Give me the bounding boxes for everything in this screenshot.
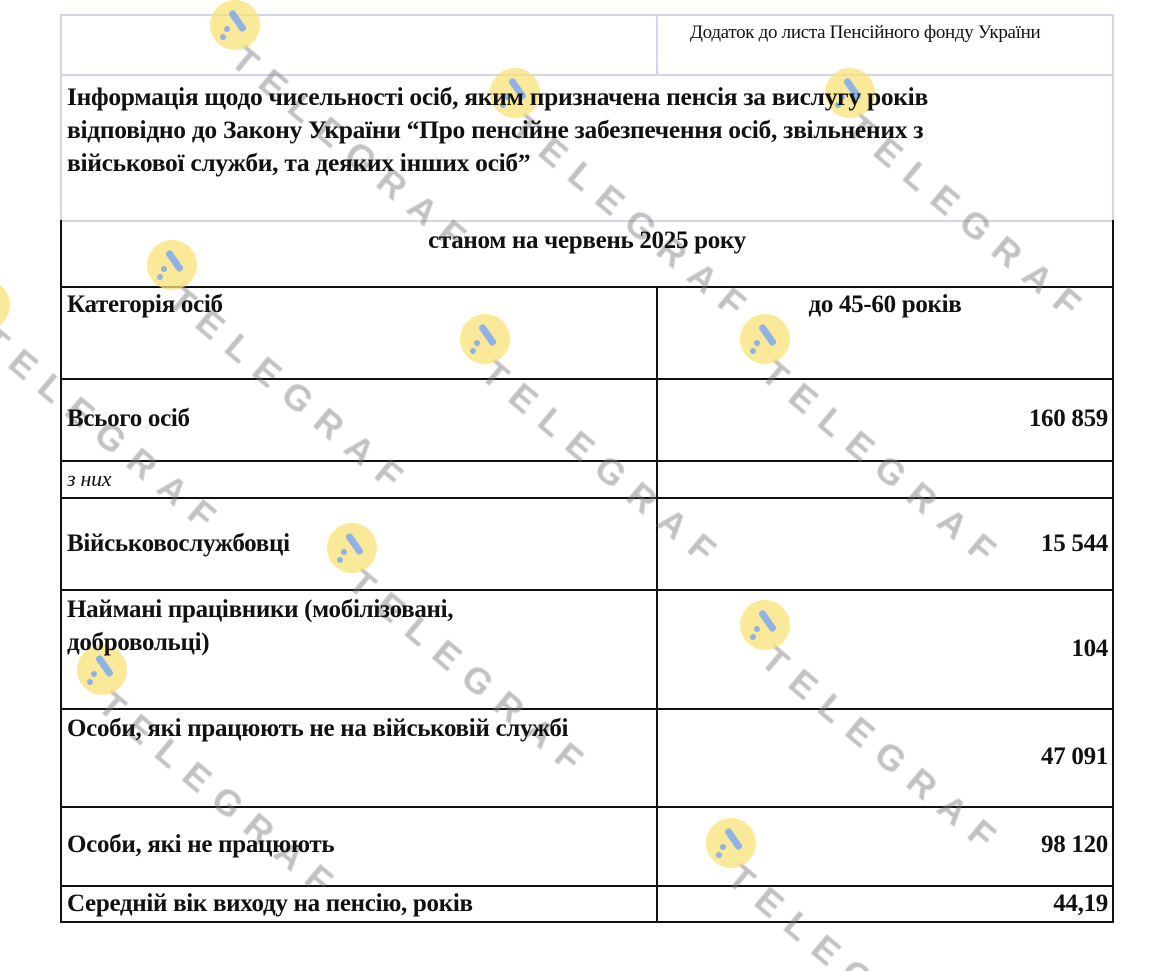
row-label-military: Військовослужбовці xyxy=(67,530,290,557)
column-header-age: до 45-60 років xyxy=(808,291,962,318)
row-value-hired: 104 xyxy=(1071,635,1108,662)
row-label-not-working: Особи, які не працюють xyxy=(67,831,335,858)
row-label-working-civil: Особи, які працюють не на військовій слу… xyxy=(67,715,569,742)
row-label-hired-line-1: Наймані працівники (мобілізовані, xyxy=(67,596,454,623)
row-value-total: 160 859 xyxy=(1028,405,1108,432)
row-value-military: 15 544 xyxy=(1041,530,1108,557)
row-label-of-them: з них xyxy=(67,466,112,491)
row-label-hired-line-2: добровольці) xyxy=(67,629,210,656)
title-line-3: військової служби, та деяких інших осіб” xyxy=(67,148,531,177)
header-note: Додаток до листа Пенсійного фонду Україн… xyxy=(690,22,1041,43)
table-row xyxy=(656,460,1114,499)
row-label-avg-age: Середній вік виходу на пенсію, років xyxy=(67,890,473,917)
column-header-category: Категорія осіб xyxy=(67,291,223,318)
row-value-avg-age: 44,19 xyxy=(1053,890,1108,917)
row-value-working-civil: 47 091 xyxy=(1041,743,1108,770)
row-value-not-working: 98 120 xyxy=(1041,831,1108,858)
table-row xyxy=(60,460,658,499)
telegraf-logo-icon xyxy=(0,280,10,330)
row-label-total: Всього осіб xyxy=(67,405,190,432)
table-row xyxy=(656,885,1114,923)
header-left-cell xyxy=(60,14,658,76)
title-line-2: відповідно до Закону України “Про пенсій… xyxy=(67,115,924,144)
as-of-date: станом на червень 2025 року xyxy=(428,227,746,254)
title-line-1: Інформація щодо чисельності осіб, яким п… xyxy=(67,82,928,111)
table-row xyxy=(656,589,1114,710)
